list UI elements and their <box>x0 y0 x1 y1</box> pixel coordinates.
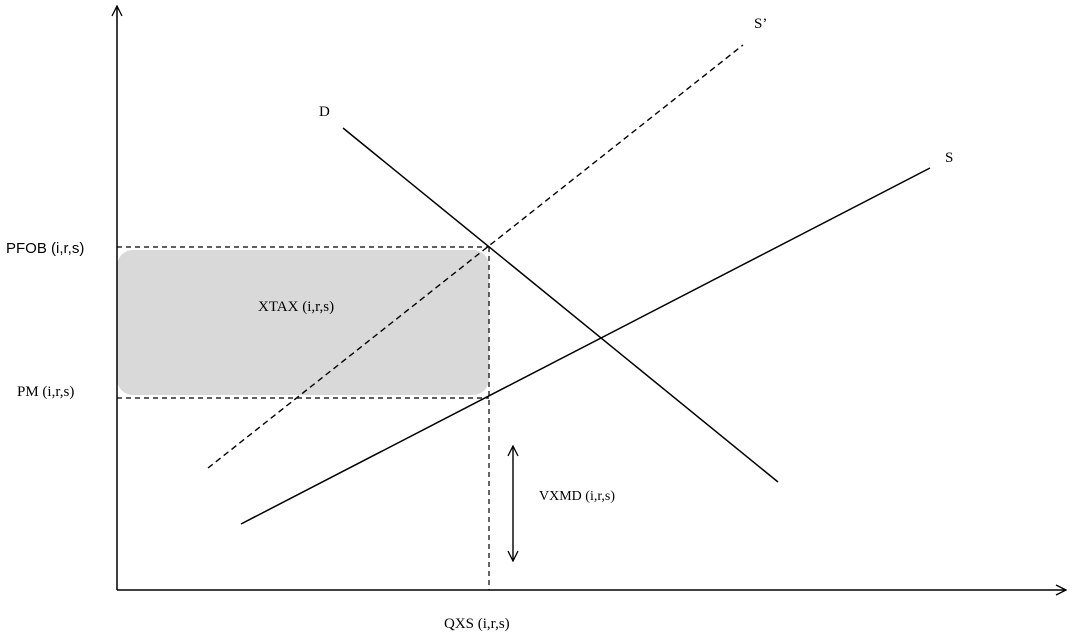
demand-curve <box>342 127 779 483</box>
xtax-area <box>117 250 489 395</box>
pm-price-label: PM (i,r,s) <box>17 384 74 400</box>
supply-curve <box>240 167 931 525</box>
supply-shifted-curve <box>207 44 744 469</box>
supply-label: S <box>945 150 953 166</box>
pfob-price-label: PFOB (i,r,s) <box>6 240 84 257</box>
qxs-quantity-label: QXS (i,r,s) <box>444 616 510 632</box>
vxmd-label: VXMD (i,r,s) <box>539 489 615 504</box>
xtax-label: XTAX (i,r,s) <box>258 299 334 315</box>
demand-label: D <box>319 104 330 120</box>
supply-shifted-label: S’ <box>754 16 767 32</box>
